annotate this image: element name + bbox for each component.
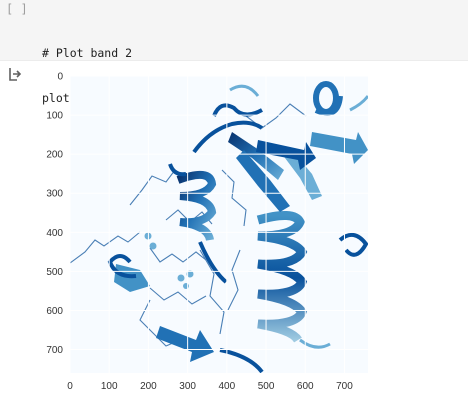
x-tick-label: 500	[258, 381, 275, 392]
y-tick-label: 0	[57, 72, 63, 83]
execution-count[interactable]: [ ]	[6, 2, 28, 16]
band-plot: 0 100 200 300 400 500 600 700 0 100 200 300 400 500 6…	[46, 72, 368, 392]
code-line-comment: # Plot band 2	[42, 46, 133, 60]
y-tick-label: 700	[46, 345, 63, 356]
protein-image	[70, 81, 368, 373]
plot-background	[70, 76, 368, 373]
y-tick-label: 600	[46, 306, 63, 317]
output-area: 0 100 200 300 400 500 600 700 0 100 200 300 400 500 6…	[0, 60, 468, 409]
y-tick-label: 200	[46, 150, 63, 161]
grid-lines	[69, 75, 368, 373]
y-tick-label: 500	[46, 267, 63, 278]
helix-left	[176, 170, 217, 242]
output-arrow-icon[interactable]	[8, 67, 22, 81]
x-tick-label: 400	[218, 381, 235, 392]
y-axis: 0 100 200 300 400 500 600 700	[46, 72, 63, 357]
x-tick-label: 100	[101, 381, 118, 392]
helix-top	[313, 81, 343, 116]
x-tick-label: 200	[140, 381, 157, 392]
x-tick-label: 300	[179, 381, 196, 392]
x-tick-label: 600	[297, 381, 314, 392]
x-tick-label: 700	[336, 381, 353, 392]
code-cell[interactable]: [ ] # Plot band 2 plotBand(ds, 2, 'Blues…	[0, 0, 468, 105]
y-tick-label: 400	[46, 228, 63, 239]
y-tick-label: 300	[46, 189, 63, 200]
x-axis: 0 100 200 300 400 500 600 700	[67, 381, 353, 392]
y-tick-label: 100	[46, 111, 63, 122]
x-tick-label: 0	[67, 381, 73, 392]
